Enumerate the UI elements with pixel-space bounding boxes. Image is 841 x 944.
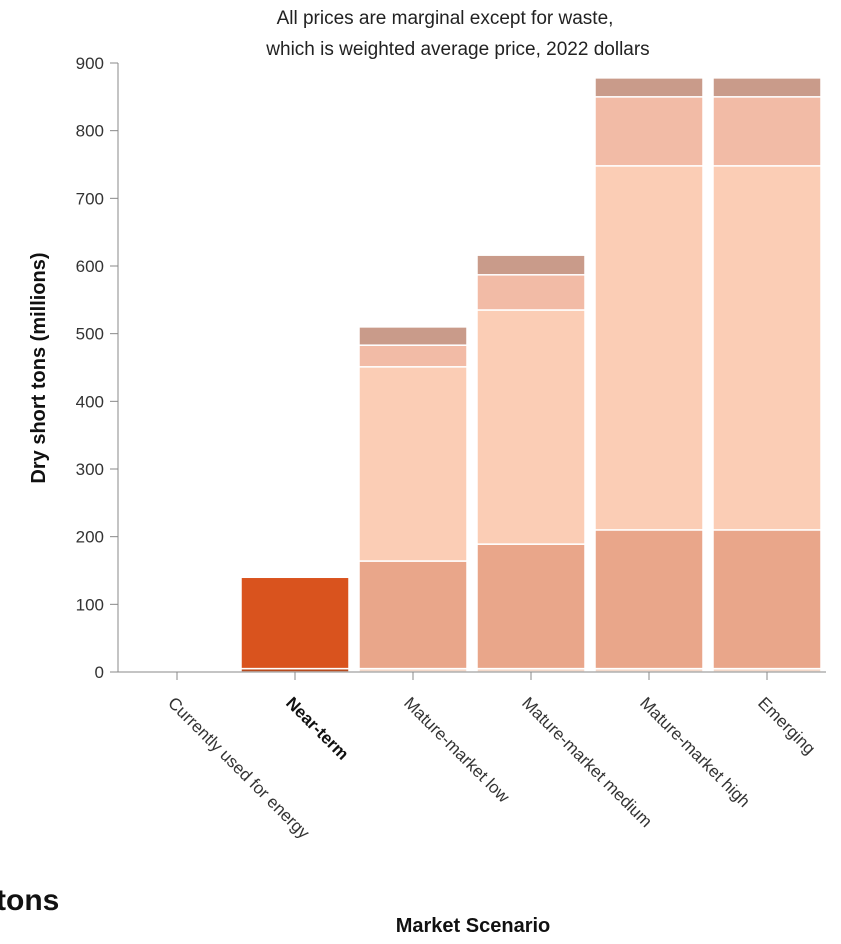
y-tick-label: 500 bbox=[76, 325, 104, 344]
y-tick-label: 400 bbox=[76, 392, 104, 411]
x-axis-title: Market Scenario bbox=[396, 915, 551, 937]
y-tick-label: 300 bbox=[76, 460, 104, 479]
y-tick-label: 100 bbox=[76, 595, 104, 614]
y-tick-label: 600 bbox=[76, 257, 104, 276]
y-tick-label: 900 bbox=[76, 54, 104, 73]
bar-segment-5-4 bbox=[712, 77, 822, 98]
bar-segment-3-3 bbox=[476, 274, 586, 311]
x-tick-label: Near-term bbox=[282, 693, 352, 763]
bar-segment-2-1 bbox=[358, 560, 468, 670]
bars-group bbox=[240, 77, 822, 673]
partial-heading-text: tons bbox=[0, 884, 59, 917]
axes-group bbox=[110, 62, 826, 680]
bar-segment-5-2 bbox=[712, 165, 822, 531]
y-tick-labels: 0 100 200 300 400 500 600 700 800 900 bbox=[76, 54, 104, 682]
chart-subtitle-line-2: which is weighted average price, 2022 do… bbox=[265, 39, 649, 60]
bar-segment-3-2 bbox=[476, 309, 586, 545]
chart-subtitle-line-1: All prices are marginal except for waste… bbox=[277, 8, 614, 29]
bar-segment-4-1 bbox=[594, 529, 704, 670]
bar-segment-4-3 bbox=[594, 96, 704, 167]
bar-segment-2-3 bbox=[358, 344, 468, 368]
bar-segment-5-3 bbox=[712, 96, 822, 167]
y-tick-label: 200 bbox=[76, 528, 104, 547]
y-axis-title: Dry short tons (millions) bbox=[28, 252, 50, 483]
y-tick-label: 700 bbox=[76, 189, 104, 208]
y-tick-label: 0 bbox=[95, 663, 104, 682]
bar-segment-2-2 bbox=[358, 366, 468, 562]
bar-segment-4-2 bbox=[594, 165, 704, 531]
bar-segment-2-4 bbox=[358, 326, 468, 346]
x-tick-label: Mature-market high bbox=[636, 693, 754, 811]
x-tick-label: Mature-market low bbox=[400, 693, 513, 806]
bar-segment-near-term-top bbox=[240, 576, 350, 670]
bar-segment-3-4 bbox=[476, 254, 586, 276]
y-tick-label: 800 bbox=[76, 122, 104, 141]
bar-segment-5-1 bbox=[712, 529, 822, 670]
bar-segment-3-1 bbox=[476, 543, 586, 670]
bar-segment-4-4 bbox=[594, 77, 704, 98]
x-tick-label: Mature-market medium bbox=[518, 693, 656, 831]
x-tick-label: Emerging bbox=[754, 693, 819, 758]
